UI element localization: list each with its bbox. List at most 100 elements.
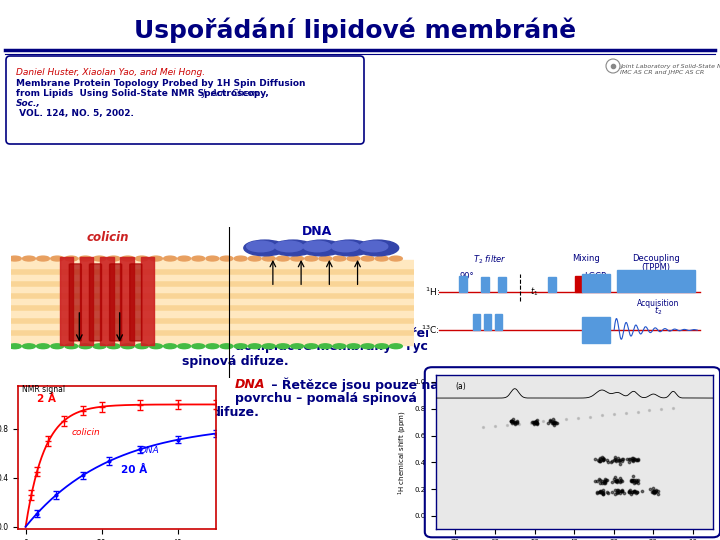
Circle shape	[9, 344, 22, 349]
Text: DNA: DNA	[140, 447, 160, 455]
Point	[595, 476, 606, 484]
Point	[616, 454, 627, 463]
Point	[598, 489, 609, 498]
Point	[609, 473, 621, 482]
Point	[618, 488, 630, 497]
Point	[629, 478, 640, 487]
Bar	[11, 260, 414, 345]
Circle shape	[135, 256, 148, 261]
Point	[611, 476, 623, 485]
Point	[597, 489, 608, 497]
Point	[612, 486, 624, 495]
Bar	[100, 257, 114, 345]
Point	[616, 487, 627, 496]
Circle shape	[50, 256, 63, 261]
Point	[530, 417, 541, 426]
Bar	[498, 278, 506, 292]
Point	[644, 406, 655, 415]
Point	[625, 476, 636, 485]
Bar	[120, 257, 134, 345]
Point	[526, 418, 537, 427]
Point	[512, 418, 523, 427]
Text: – Řetězce jsou pouze na: – Řetězce jsou pouze na	[267, 378, 439, 393]
Circle shape	[163, 256, 176, 261]
Point	[525, 418, 536, 427]
Text: Uspořádání lipidové membráně: Uspořádání lipidové membráně	[134, 17, 576, 43]
Point	[601, 456, 613, 465]
Point	[591, 489, 603, 497]
Point	[511, 419, 523, 428]
Point	[630, 456, 642, 465]
Point	[611, 489, 623, 497]
Point	[594, 455, 606, 464]
Text: difuze.: difuze.	[211, 406, 259, 419]
Point	[596, 478, 608, 487]
Circle shape	[234, 256, 247, 261]
Point	[626, 488, 638, 497]
Text: Colicin Ia: Colicin Ia	[235, 325, 299, 338]
Circle shape	[93, 256, 106, 261]
Circle shape	[272, 240, 314, 256]
Point	[560, 415, 572, 423]
Point	[594, 456, 606, 465]
Point	[542, 418, 554, 427]
Circle shape	[291, 256, 304, 261]
Point	[510, 417, 522, 426]
Point	[616, 487, 627, 496]
Point	[623, 488, 634, 497]
Point	[624, 458, 635, 467]
Point	[625, 485, 636, 494]
Point	[572, 414, 584, 422]
Point	[528, 418, 539, 427]
Circle shape	[248, 256, 261, 261]
Point	[599, 478, 611, 487]
Point	[597, 455, 608, 464]
Circle shape	[65, 344, 78, 349]
Point	[613, 456, 624, 465]
Point	[593, 455, 604, 464]
Circle shape	[328, 240, 371, 256]
Circle shape	[79, 344, 92, 349]
Point	[628, 475, 639, 484]
Point	[596, 476, 608, 485]
Text: 2 Å: 2 Å	[37, 394, 56, 404]
Point	[528, 418, 539, 427]
Bar	[459, 275, 467, 292]
Point	[531, 420, 543, 428]
Point	[667, 404, 679, 413]
Circle shape	[276, 256, 289, 261]
Point	[529, 417, 541, 426]
Circle shape	[247, 241, 275, 252]
Point	[631, 487, 643, 496]
Point	[598, 476, 609, 485]
Point	[531, 419, 543, 428]
Text: from Lipids  Using Solid-State NMR Spectroscopy,: from Lipids Using Solid-State NMR Spectr…	[16, 89, 269, 98]
Text: DNA: DNA	[302, 225, 333, 238]
Circle shape	[220, 256, 233, 261]
Point	[609, 455, 621, 463]
Text: colicin: colicin	[86, 231, 129, 244]
Circle shape	[375, 256, 388, 261]
Point	[650, 487, 662, 496]
Point	[613, 455, 625, 464]
Point	[616, 476, 627, 485]
Bar	[473, 314, 480, 330]
Point	[549, 417, 560, 426]
Point	[649, 488, 660, 496]
Point	[611, 476, 622, 484]
Circle shape	[192, 256, 204, 261]
Circle shape	[206, 344, 219, 349]
Text: NMR signal: NMR signal	[22, 385, 65, 394]
Point	[611, 488, 623, 497]
Point	[610, 477, 621, 485]
Point	[644, 485, 656, 494]
Text: Joint Laboratory of Solid-State NMR: Joint Laboratory of Solid-State NMR	[620, 64, 720, 69]
Circle shape	[192, 344, 204, 349]
Point	[597, 454, 608, 463]
Bar	[140, 257, 154, 345]
Circle shape	[303, 241, 331, 252]
Text: $t_1$: $t_1$	[529, 286, 538, 298]
Bar	[80, 257, 94, 345]
Point	[602, 488, 613, 496]
Text: colicin: colicin	[71, 428, 100, 437]
